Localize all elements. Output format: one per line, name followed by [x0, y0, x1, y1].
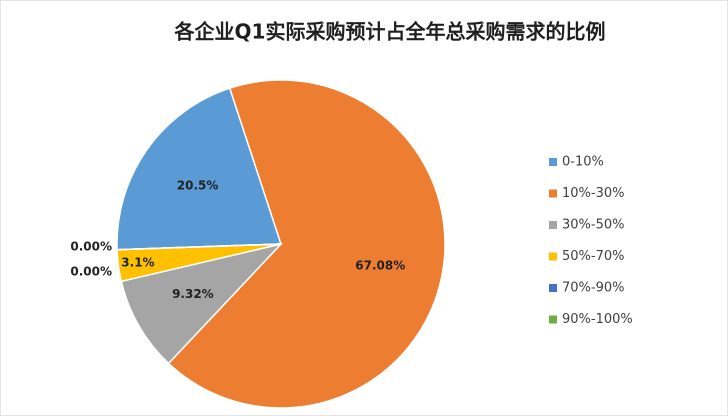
data-label: 67.08%: [355, 259, 405, 273]
legend-swatch: [549, 252, 557, 261]
legend-label: 10%-30%: [562, 186, 624, 201]
legend-swatch: [549, 284, 557, 292]
data-label: 9.32%: [172, 287, 214, 301]
legend-label: 90%-100%: [562, 312, 633, 327]
legend-label: 50%-70%: [562, 249, 624, 264]
legend-swatch: [549, 158, 557, 166]
data-label: 20.5%: [177, 178, 219, 192]
legend-label: 30%-50%: [562, 218, 624, 233]
legend-swatch: [549, 189, 557, 198]
legend-swatch: [549, 315, 557, 324]
pie-slice: [117, 243, 282, 251]
legend-label: 70%-90%: [562, 281, 624, 296]
data-label: 0.00%: [70, 265, 112, 279]
pie-slice: [116, 87, 283, 251]
pie-slice: [120, 242, 284, 365]
pie-slice: [167, 79, 446, 409]
chart-title: 各企业Q1实际采购预计占全年总采购需求的比例: [174, 20, 606, 44]
legend-label: 0-10%: [562, 155, 604, 170]
data-label: 0.00%: [70, 240, 112, 254]
data-label: 3.1%: [121, 256, 154, 270]
legend-swatch: [549, 221, 557, 229]
